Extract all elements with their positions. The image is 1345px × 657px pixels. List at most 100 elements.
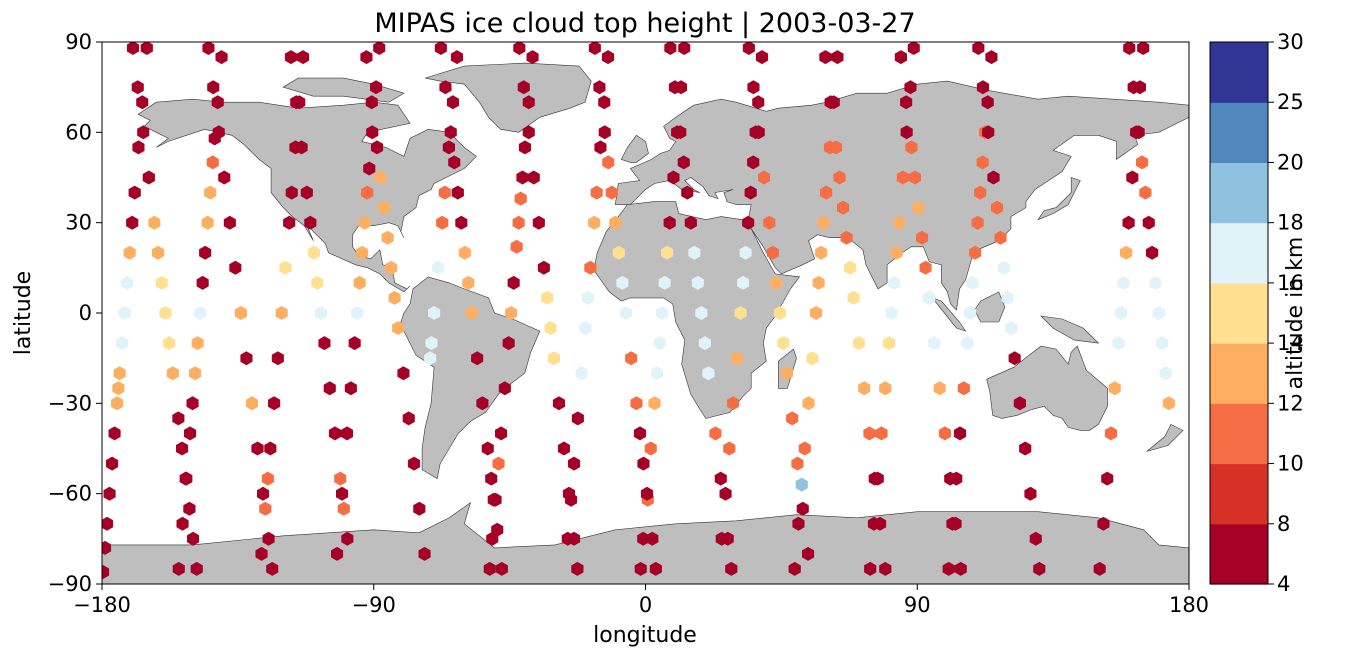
data-point <box>279 260 292 275</box>
x-axis-label: longitude <box>593 623 697 648</box>
data-point <box>123 245 136 260</box>
colorbar-bin <box>1210 102 1268 163</box>
data-point <box>121 275 134 290</box>
landmass <box>931 297 967 332</box>
data-point <box>103 486 116 501</box>
data-point <box>625 351 638 366</box>
data-point <box>378 200 391 215</box>
data-point <box>584 260 597 275</box>
data-point <box>1104 426 1118 441</box>
data-point <box>112 381 125 396</box>
data-point <box>492 456 505 471</box>
data-point <box>691 275 704 290</box>
data-point <box>994 230 1007 245</box>
data-point <box>605 185 618 200</box>
data-point <box>397 366 410 381</box>
data-point <box>593 80 606 95</box>
data-point <box>444 125 457 140</box>
data-point <box>131 80 144 95</box>
colorbar-bin <box>1210 282 1268 344</box>
data-point <box>201 215 214 230</box>
y-tick-label: −30 <box>48 391 92 415</box>
colorbar-tick-label: 12 <box>1277 391 1304 415</box>
data-point <box>819 50 832 65</box>
data-point <box>590 185 603 200</box>
data-point <box>341 531 354 546</box>
data-point <box>318 336 331 351</box>
data-point <box>266 561 279 576</box>
data-point <box>875 426 888 441</box>
data-point <box>442 140 455 155</box>
data-point <box>773 306 786 320</box>
colorbar-bin <box>1210 523 1268 585</box>
colorbar-tick-label: 8 <box>1277 512 1290 536</box>
data-point <box>796 501 809 516</box>
data-point <box>307 245 320 260</box>
data-point <box>598 125 611 140</box>
data-point <box>727 396 740 411</box>
data-point <box>883 336 896 351</box>
data-point <box>739 245 752 260</box>
data-point <box>852 336 865 351</box>
chart-title: MIPAS ice cloud top height | 2003-03-27 <box>374 8 915 39</box>
data-point <box>571 411 584 426</box>
data-point <box>505 306 518 320</box>
data-point <box>517 80 530 95</box>
data-point <box>159 306 172 320</box>
data-point <box>653 336 666 351</box>
data-point <box>976 80 989 95</box>
data-point <box>373 42 386 55</box>
data-point <box>483 561 496 576</box>
data-point <box>502 336 515 351</box>
data-point <box>102 516 114 531</box>
data-point <box>723 441 736 456</box>
data-point <box>1156 336 1169 351</box>
data-point <box>111 396 124 411</box>
data-point <box>942 561 955 576</box>
data-point <box>602 155 615 170</box>
data-point <box>888 275 901 290</box>
data-point <box>630 396 643 411</box>
landmass <box>1146 423 1184 452</box>
data-point <box>513 42 526 55</box>
colorbar-bin <box>1210 403 1268 465</box>
landmass <box>1040 315 1100 344</box>
data-point <box>108 426 121 441</box>
data-point <box>476 396 489 411</box>
data-point <box>905 140 918 155</box>
data-point <box>424 351 437 366</box>
data-point <box>498 381 511 396</box>
data-point <box>172 561 185 576</box>
data-point <box>388 290 401 305</box>
data-point <box>471 351 484 366</box>
data-point <box>565 492 578 507</box>
data-point <box>907 42 920 55</box>
data-point <box>1126 170 1139 185</box>
data-point <box>601 50 615 65</box>
data-point <box>971 215 984 230</box>
data-point <box>742 215 755 230</box>
data-point <box>275 306 288 320</box>
data-point <box>385 260 398 275</box>
data-point <box>991 200 1004 215</box>
data-point <box>664 42 677 55</box>
data-point <box>353 275 366 290</box>
data-point <box>802 546 815 561</box>
data-point <box>552 396 565 411</box>
y-tick-label: 90 <box>65 30 92 54</box>
data-point <box>1139 185 1152 200</box>
data-point <box>879 561 892 576</box>
data-point <box>132 140 145 155</box>
data-point <box>262 531 275 546</box>
data-point <box>297 50 310 65</box>
data-point <box>677 155 690 170</box>
data-point <box>516 170 529 185</box>
data-point <box>1122 215 1135 230</box>
data-point <box>356 245 369 260</box>
data-point <box>455 215 468 230</box>
data-point <box>674 125 687 140</box>
data-point <box>142 170 155 185</box>
data-point <box>206 155 219 170</box>
data-point <box>575 366 588 381</box>
data-point <box>812 275 825 290</box>
